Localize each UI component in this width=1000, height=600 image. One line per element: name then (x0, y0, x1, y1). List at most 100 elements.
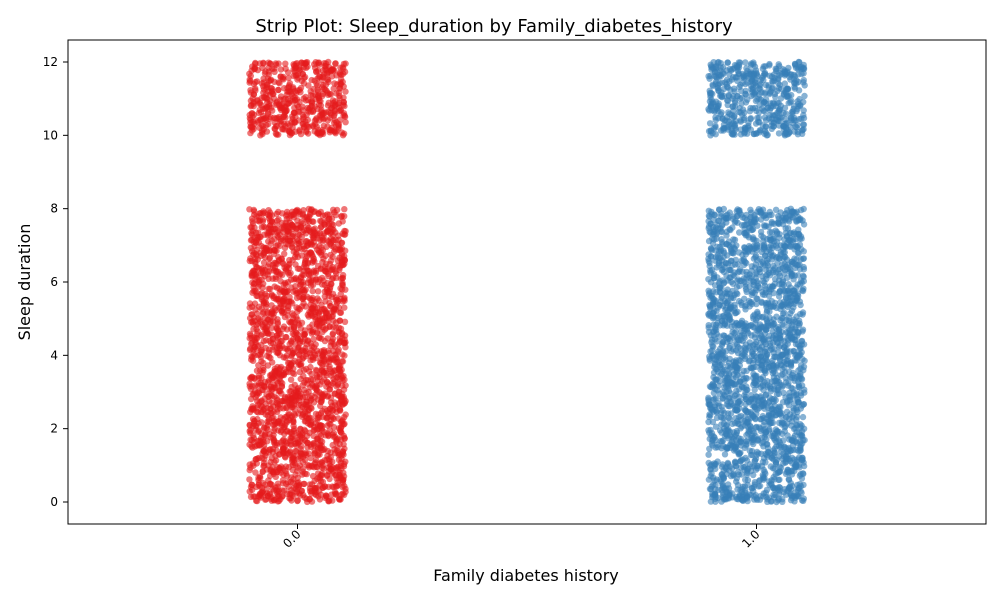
data-point (268, 399, 276, 406)
data-point (337, 436, 345, 443)
data-point (289, 349, 297, 357)
data-point (335, 89, 343, 96)
data-point (712, 444, 719, 451)
data-point (800, 278, 807, 285)
data-point (296, 368, 303, 376)
data-point (708, 336, 716, 344)
chart-title: Strip Plot: Sleep_duration by Family_dia… (255, 16, 733, 37)
data-point (306, 210, 314, 217)
data-point (311, 447, 318, 454)
data-point (342, 88, 349, 95)
data-point (705, 328, 713, 336)
data-point (327, 302, 334, 310)
data-point (743, 471, 751, 479)
data-point (800, 266, 808, 273)
data-point (713, 376, 720, 383)
data-point (744, 232, 751, 239)
data-point (706, 445, 713, 452)
data-point (304, 337, 312, 344)
data-point (292, 113, 299, 120)
data-point (751, 372, 758, 379)
data-point (732, 357, 740, 364)
data-point (749, 402, 756, 409)
data-point (732, 256, 739, 264)
data-point (247, 237, 255, 244)
data-point (251, 417, 258, 425)
data-point (797, 301, 804, 309)
data-point (763, 235, 771, 243)
data-point (278, 287, 285, 294)
data-point (286, 293, 293, 301)
data-point (266, 248, 273, 255)
data-point (281, 120, 288, 128)
data-point (724, 59, 731, 66)
data-point (327, 257, 335, 264)
data-point (760, 335, 768, 342)
data-point (784, 466, 792, 474)
data-point (742, 59, 749, 66)
data-point (300, 267, 307, 275)
data-point (248, 436, 256, 444)
data-point (249, 383, 256, 390)
data-point (324, 237, 331, 244)
data-point (297, 433, 304, 440)
data-point (259, 468, 266, 476)
data-point (314, 86, 321, 93)
data-point (798, 341, 805, 348)
data-point (799, 413, 807, 421)
data-point (797, 446, 804, 454)
data-point (338, 239, 345, 247)
data-point (761, 244, 768, 251)
data-point (317, 249, 325, 256)
data-point (307, 454, 314, 462)
data-point (309, 287, 316, 295)
data-point (275, 369, 283, 376)
data-point (290, 276, 297, 283)
data-point (781, 260, 788, 268)
data-point (300, 348, 308, 355)
data-point (291, 370, 298, 378)
data-point (711, 395, 718, 403)
data-point (267, 76, 275, 84)
data-point (301, 330, 309, 338)
data-point (320, 358, 328, 365)
data-point (725, 375, 732, 382)
data-point (787, 266, 794, 273)
data-point (778, 412, 785, 419)
data-point (331, 399, 338, 406)
data-point (262, 325, 269, 332)
data-point (773, 239, 781, 246)
data-point (752, 120, 760, 127)
data-point (265, 353, 273, 361)
data-point (289, 124, 296, 131)
data-point (733, 475, 740, 482)
data-point (280, 73, 287, 81)
data-point (741, 377, 748, 385)
data-point (708, 347, 716, 354)
data-point (756, 266, 764, 273)
data-point (277, 66, 285, 73)
data-point (728, 465, 736, 472)
data-point (249, 318, 256, 325)
data-point (789, 418, 796, 425)
data-point (736, 413, 743, 421)
data-point (743, 419, 750, 426)
data-point (727, 226, 734, 234)
data-point (332, 60, 339, 67)
data-point (732, 310, 739, 317)
data-point (770, 491, 777, 498)
data-point (287, 376, 295, 383)
data-point (775, 343, 783, 351)
data-point (277, 439, 285, 446)
data-point (330, 66, 337, 73)
data-point (731, 329, 738, 337)
data-point (330, 99, 337, 107)
data-point (291, 381, 298, 389)
data-point (705, 322, 712, 329)
data-point (728, 293, 735, 300)
data-point (297, 390, 304, 397)
data-point (263, 391, 270, 398)
data-point (296, 397, 303, 404)
data-point (320, 116, 327, 123)
data-point (796, 261, 803, 268)
